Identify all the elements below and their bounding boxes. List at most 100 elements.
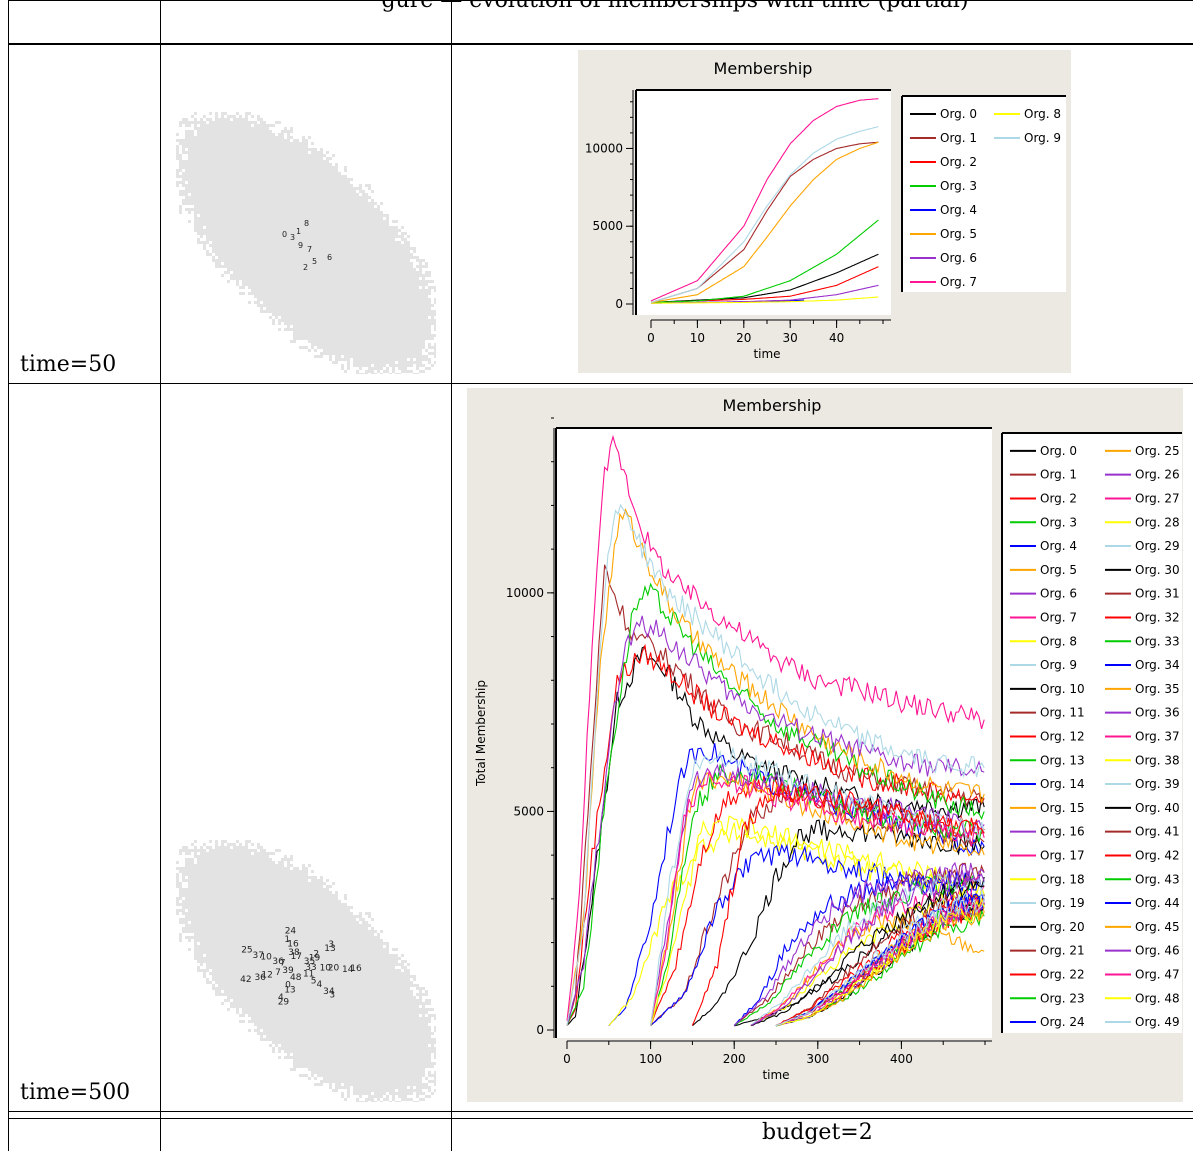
legend-label: Org. 1 bbox=[1040, 468, 1077, 482]
y-tick-label: 10000 bbox=[585, 141, 623, 155]
legend-label: Org. 15 bbox=[1040, 801, 1085, 815]
legend-label: Org. 29 bbox=[1135, 539, 1180, 553]
legend-label: Org. 10 bbox=[1040, 682, 1085, 696]
legend-label: Org. 2 bbox=[1040, 491, 1077, 505]
legend-label: Org. 5 bbox=[1040, 563, 1077, 577]
map-org-label: 17 bbox=[291, 952, 302, 962]
map-org-label: 38 bbox=[288, 948, 300, 958]
map-cells bbox=[176, 112, 436, 374]
chart-panel-row2: Membership 0 5000 10000 0 100 200 300 400 time To… bbox=[467, 388, 1183, 1102]
legend-label: Org. 39 bbox=[1135, 777, 1180, 791]
legend-label: Org. 33 bbox=[1135, 634, 1180, 648]
legend-label: Org. 31 bbox=[1135, 587, 1180, 601]
legend-label: Org. 19 bbox=[1040, 896, 1085, 910]
y-tick-label: 10000 bbox=[506, 586, 544, 600]
legend-label: Org. 18 bbox=[1040, 872, 1085, 886]
legend-label: Org. 21 bbox=[1040, 944, 1085, 958]
map-cells bbox=[176, 840, 436, 1102]
legend-label: Org. 3 bbox=[1040, 515, 1077, 529]
x-tick-label: 0 bbox=[563, 1052, 571, 1066]
map-org-label: 1 bbox=[284, 935, 290, 945]
map-org-label: 6 bbox=[327, 253, 332, 262]
time-label-row2: time=500 bbox=[20, 1080, 131, 1105]
legend-label: Org. 35 bbox=[1135, 682, 1180, 696]
plot-area bbox=[636, 90, 891, 315]
map-org-labels: 8 0 31 9 7 25 6 bbox=[282, 219, 332, 272]
series-lines bbox=[650, 98, 879, 304]
map-org-label: 13 bbox=[324, 944, 335, 954]
map-org-label: 19 bbox=[309, 953, 321, 963]
series-line bbox=[750, 869, 985, 1026]
series-line bbox=[650, 747, 985, 1026]
series-line bbox=[650, 843, 985, 1026]
legend-label: Org. 49 bbox=[1135, 1015, 1180, 1029]
plot-area bbox=[556, 428, 992, 1038]
series-line bbox=[650, 98, 879, 302]
legend-box bbox=[1002, 433, 1182, 1033]
x-tick-label: 300 bbox=[806, 1052, 829, 1066]
series-line bbox=[691, 783, 985, 1026]
map-org-label: 48 bbox=[290, 973, 302, 983]
map-org-label: 29 bbox=[278, 998, 290, 1008]
map-org-label: 39 bbox=[282, 966, 294, 976]
x-tick-label: 400 bbox=[890, 1052, 913, 1066]
org-map-row1: 8 0 31 9 7 25 6 bbox=[176, 112, 436, 374]
legend-label: Org. 7 bbox=[1040, 610, 1077, 624]
chart-title-row1: Membership bbox=[713, 59, 813, 78]
map-org-label: 2 bbox=[303, 263, 308, 272]
series-line bbox=[566, 503, 985, 1026]
map-org-label: 42 bbox=[240, 975, 251, 985]
map-org-label: 7 bbox=[280, 959, 286, 969]
table-col-sep-1 bbox=[160, 0, 161, 1151]
y-tick-label: 5000 bbox=[592, 219, 623, 233]
series-line bbox=[566, 643, 985, 1026]
legend-label: Org. 23 bbox=[1040, 991, 1085, 1005]
map-org-label: 10 bbox=[260, 952, 272, 962]
series-line bbox=[733, 871, 985, 1026]
map-org-label: 35 bbox=[304, 957, 315, 967]
budget-label: budget=2 bbox=[762, 1120, 873, 1145]
table-col-sep-2 bbox=[451, 0, 452, 1151]
legend-label: Org. 4 bbox=[940, 203, 977, 217]
legend-label: Org. 43 bbox=[1135, 872, 1180, 886]
legend-label: Org. 42 bbox=[1135, 848, 1180, 862]
x-tick-label: 0 bbox=[647, 331, 655, 345]
legend-label: Org. 0 bbox=[940, 107, 977, 121]
map-org-label: 16 bbox=[287, 939, 299, 949]
map-org-label: 20 bbox=[328, 963, 340, 973]
map-org-label: 11 bbox=[303, 969, 314, 979]
x-axis-label: time bbox=[753, 347, 780, 361]
chart-panel-row1: Membership 0 5000 10000 0 10 20 30 40 time Org. 0… bbox=[578, 50, 1071, 373]
y-tick-label: 5000 bbox=[513, 804, 544, 818]
legend-label: Org. 36 bbox=[1135, 706, 1180, 720]
series-line bbox=[566, 615, 985, 1026]
series-line bbox=[566, 645, 985, 1026]
map-org-label: 3 bbox=[328, 940, 334, 950]
map-org-label: 4 bbox=[278, 993, 284, 1003]
series-line bbox=[650, 141, 879, 303]
series-lines bbox=[566, 434, 985, 1027]
map-org-label: 7 bbox=[275, 968, 281, 978]
table-rule-row2-bottom bbox=[8, 1111, 1193, 1112]
figure-caption-partial: gure — evolution of memberships with tim… bbox=[160, 0, 1190, 12]
map-org-label: 9 bbox=[298, 241, 303, 250]
legend-label: Org. 2 bbox=[940, 155, 977, 169]
map-org-label: 10 bbox=[320, 964, 332, 974]
map-org-label: 36 bbox=[254, 973, 266, 983]
series-line bbox=[651, 296, 879, 304]
legend-label: Org. 6 bbox=[1040, 587, 1077, 601]
legend-label: Org. 40 bbox=[1135, 801, 1180, 815]
legend-label: Org. 47 bbox=[1135, 967, 1180, 981]
legend-label: Org. 9 bbox=[1024, 131, 1061, 145]
x-tick-label: 20 bbox=[736, 331, 751, 345]
legend-label: Org. 9 bbox=[1040, 658, 1077, 672]
table-rule-row1-bottom bbox=[8, 383, 1193, 384]
legend-label: Org. 22 bbox=[1040, 967, 1085, 981]
time-label-row1: time=50 bbox=[20, 352, 117, 377]
legend-label: Org. 28 bbox=[1135, 515, 1180, 529]
map-org-label: 16 bbox=[350, 964, 362, 974]
series-line bbox=[775, 897, 985, 1027]
series-line bbox=[651, 219, 879, 303]
